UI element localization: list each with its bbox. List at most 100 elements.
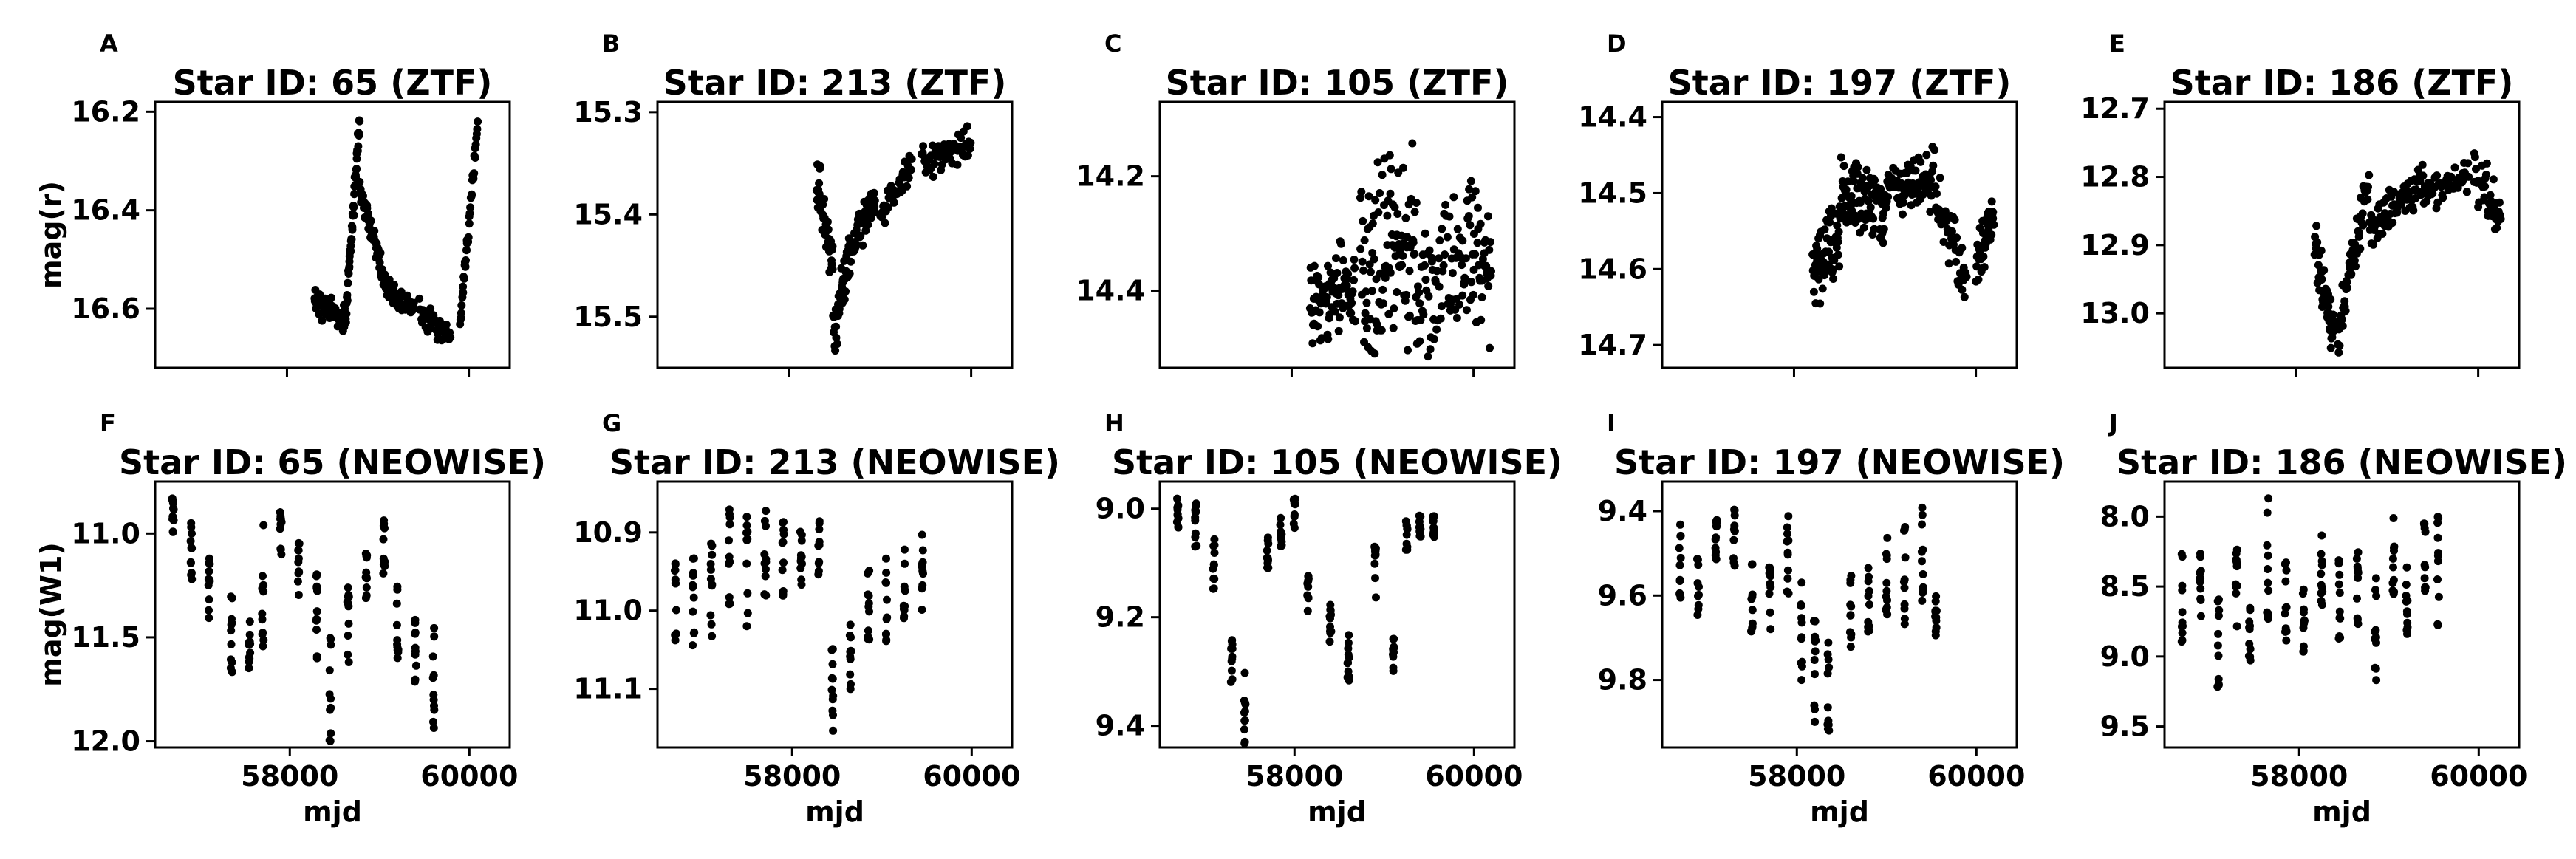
data-point [707,539,716,548]
data-point [1390,203,1399,212]
data-point [363,574,371,583]
data-point [1846,643,1855,651]
data-point [294,558,303,567]
data-point [1403,233,1412,242]
data-point [2281,627,2289,636]
data-point [1468,193,1477,202]
data-point [2214,651,2223,660]
data-point [259,521,268,530]
data-point [1748,560,1757,569]
data-point [1987,197,1996,206]
data-point [1477,293,1486,301]
scatter-points [812,122,975,355]
data-point [1435,282,1444,291]
data-point [1409,238,1418,247]
data-point [2450,163,2459,172]
data-point [205,595,213,604]
data-point [906,165,915,174]
data-point [1899,210,1907,219]
data-point [2264,565,2272,573]
data-point [2317,246,2326,255]
data-point [2353,564,2362,572]
data-point [1844,177,1852,186]
data-point [1441,200,1450,209]
data-point [2282,566,2291,575]
data-point [779,538,788,547]
data-point [2439,194,2447,202]
data-point [168,512,177,521]
data-point [1334,291,1343,300]
data-point [2356,244,2365,253]
data-point [852,240,861,248]
data-point [428,652,437,661]
data-point [2358,209,2367,218]
data-point [393,654,402,663]
data-point [1335,313,1344,322]
data-point [1345,631,1353,640]
data-point [847,680,855,688]
data-point [1879,239,1887,247]
data-point [742,559,751,568]
data-point [1415,337,1424,346]
data-point [901,545,909,554]
data-point [1693,555,1702,564]
data-point [1833,221,1842,230]
data-point [2402,563,2411,572]
data-point [858,241,867,250]
data-point [1695,583,1703,591]
data-point [1842,185,1851,194]
data-point [1931,597,1940,606]
data-point [1811,637,1820,646]
data-point [743,535,752,544]
data-point [2354,548,2363,557]
y-tick-label: 9.0 [2100,640,2150,673]
data-point [1900,600,1909,609]
data-point [1830,256,1839,264]
data-point [1922,151,1931,160]
data-point [708,580,717,589]
scatter-points [2310,149,2505,357]
data-point [1711,535,1720,544]
panel-j: J Star ID: 186 (NEOWISE) 58000 60000 8.0 8.5 9… [2100,409,2567,828]
data-point [1289,519,1298,528]
data-point [1192,502,1200,510]
data-point [1474,203,1482,212]
data-point [1174,514,1183,523]
data-point [1432,267,1441,276]
data-point [1675,544,1684,552]
data-point [2317,561,2326,569]
data-point [1823,669,1832,678]
data-point [690,628,699,637]
data-point [778,566,787,575]
data-point [459,274,468,283]
data-point [186,558,195,567]
data-point [1192,507,1200,516]
data-point [1290,511,1299,520]
y-tick-label: 15.3 [573,96,643,129]
data-point [1424,352,1432,361]
data-point [2335,341,2344,350]
data-point [1416,524,1425,533]
data-point [1471,250,1480,259]
data-point [864,602,873,611]
data-point [2433,575,2442,583]
data-point [326,705,335,714]
data-point [814,570,823,579]
data-point [2372,638,2380,647]
data-point [918,546,927,555]
data-point [706,611,715,620]
data-point [870,196,879,205]
data-point [1846,611,1855,620]
data-point [1364,192,1373,201]
data-point [1846,600,1855,609]
data-point [2244,651,2253,660]
data-point [2462,188,2471,196]
data-point [828,695,837,704]
data-point [2334,559,2343,568]
data-point [228,668,236,677]
data-point [1899,198,1908,207]
data-point [882,629,890,638]
y-tick-label: 14.4 [1578,101,1647,134]
